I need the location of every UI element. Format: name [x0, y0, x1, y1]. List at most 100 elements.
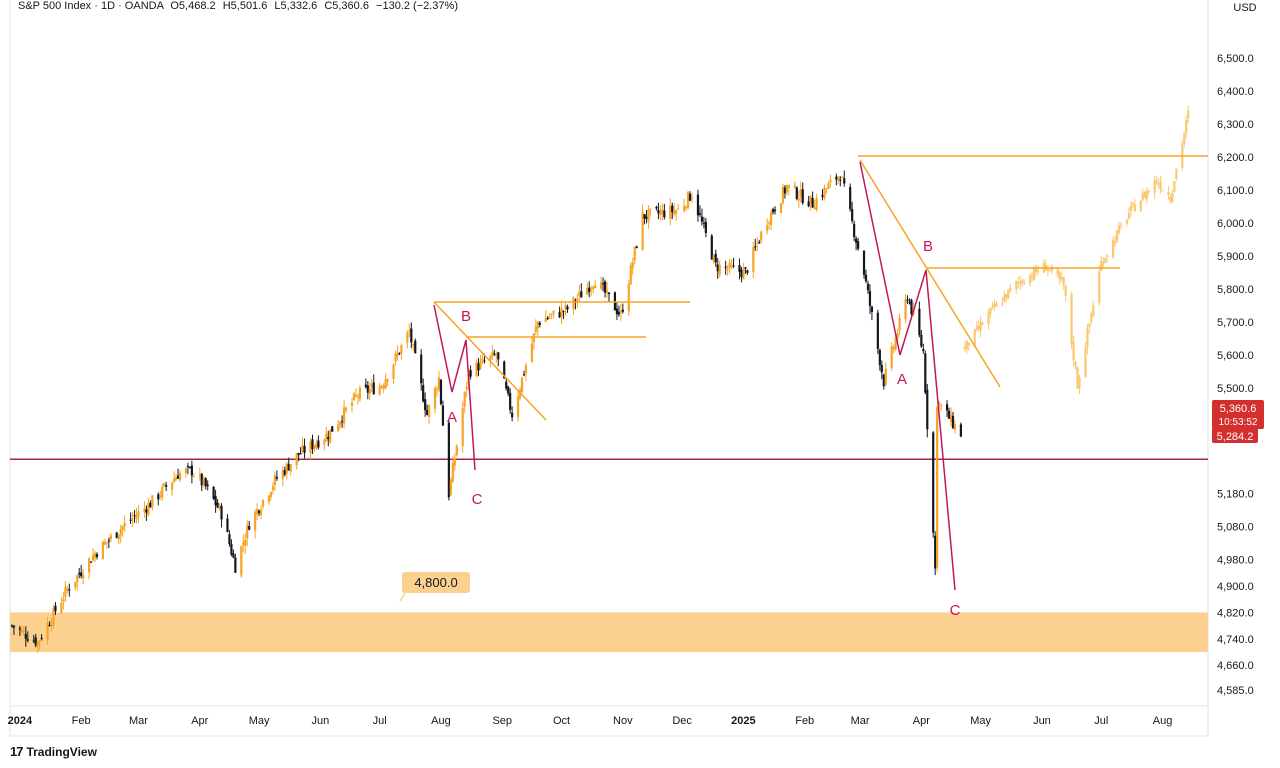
projected-candle: [1143, 190, 1146, 198]
projected-candle: [1100, 255, 1103, 272]
candle: [78, 567, 81, 579]
candle: [675, 209, 678, 221]
currency-label[interactable]: USD: [1233, 2, 1257, 14]
candle: [220, 503, 223, 528]
candle: [522, 370, 526, 377]
candle: [532, 332, 535, 350]
candle: [827, 181, 830, 190]
candle: [50, 617, 53, 632]
candle: [178, 470, 182, 483]
candle: [811, 191, 814, 208]
projected-candle: [1113, 235, 1117, 247]
candle: [420, 349, 423, 391]
candle: [115, 531, 118, 539]
x-tick-label: Apr: [191, 715, 208, 727]
candle: [248, 521, 251, 531]
candle: [455, 444, 458, 457]
candle: [548, 312, 551, 320]
projected-candle: [1070, 291, 1073, 349]
candle: [80, 565, 83, 579]
candle: [849, 183, 852, 212]
candle: [212, 486, 215, 500]
projected-candle: [1076, 366, 1079, 390]
candle: [793, 180, 796, 189]
candle: [940, 403, 943, 411]
candle: [710, 234, 713, 260]
candle: [586, 282, 589, 296]
symbol-header[interactable]: S&P 500 Index · 1D · OANDA O5,468.2 H5,5…: [18, 0, 458, 12]
candle: [732, 257, 735, 268]
y-tick-label: 6,100.0: [1217, 185, 1254, 197]
candle: [884, 362, 887, 387]
candle: [649, 208, 652, 217]
candle: [461, 401, 464, 453]
candle: [163, 482, 166, 488]
y-tick-label: 5,180.0: [1217, 489, 1254, 501]
candle: [121, 525, 124, 538]
x-tick-label: Feb: [795, 715, 814, 727]
candle: [198, 467, 201, 481]
candle: [147, 497, 150, 517]
candle: [947, 407, 951, 419]
projected-candle: [1155, 175, 1158, 186]
projected-candle: [973, 328, 976, 347]
candle: [633, 246, 636, 265]
candle: [214, 489, 217, 513]
candle: [953, 420, 957, 434]
candle: [228, 530, 231, 547]
candle: [352, 391, 356, 402]
candle: [771, 207, 775, 215]
candle: [880, 360, 883, 380]
projected-candle: [1074, 360, 1077, 371]
projected-candle: [1112, 236, 1115, 259]
candle: [422, 378, 425, 403]
candle: [754, 238, 757, 251]
candle: [91, 548, 95, 562]
candle: [868, 284, 872, 315]
candle: [945, 400, 949, 418]
projected-candle: [1159, 175, 1162, 194]
candle: [663, 203, 666, 220]
demand-zone: [10, 612, 1208, 653]
candle: [785, 184, 789, 196]
candle: [12, 625, 16, 635]
candle: [60, 596, 63, 615]
y-tick-label: 5,080.0: [1217, 522, 1254, 534]
candle: [396, 345, 399, 361]
candle: [951, 411, 955, 430]
support-price-text: 5,284.2: [1217, 431, 1254, 443]
low-value: L5,332.6: [274, 0, 318, 12]
candle: [839, 176, 842, 187]
candle: [10, 624, 14, 628]
candle: [647, 205, 650, 229]
symbol-title[interactable]: S&P 500 Index · 1D · OANDA: [18, 0, 164, 12]
projected-candle: [1042, 258, 1046, 273]
candle: [303, 438, 306, 459]
candle: [435, 385, 439, 397]
trend-line: [859, 159, 1001, 388]
projected-candle: [1125, 218, 1129, 227]
tradingview-logo[interactable]: 17 TradingView: [10, 744, 97, 759]
projected-candle: [1017, 276, 1020, 289]
x-tick-label: Sep: [492, 715, 512, 727]
candle: [821, 189, 824, 201]
y-axis-ticks: 6,500.0 6,400.0 6,300.0 6,200.0 6,100.0 6,000…: [1217, 53, 1254, 697]
candle: [392, 363, 395, 384]
candle: [370, 378, 373, 393]
candle: [655, 205, 658, 211]
candle: [837, 175, 840, 185]
projected-candle: [1183, 131, 1186, 148]
candle: [738, 258, 741, 280]
candle: [718, 260, 721, 278]
candle: [129, 512, 132, 525]
candle: [384, 373, 387, 390]
candle: [325, 426, 328, 442]
candle: [566, 304, 569, 313]
candle: [46, 616, 49, 645]
x-tick-label: Jun: [1033, 715, 1051, 727]
candle: [882, 373, 885, 390]
wave-label: C: [472, 491, 483, 508]
projected-candle: [1078, 374, 1081, 395]
candle: [240, 545, 243, 579]
